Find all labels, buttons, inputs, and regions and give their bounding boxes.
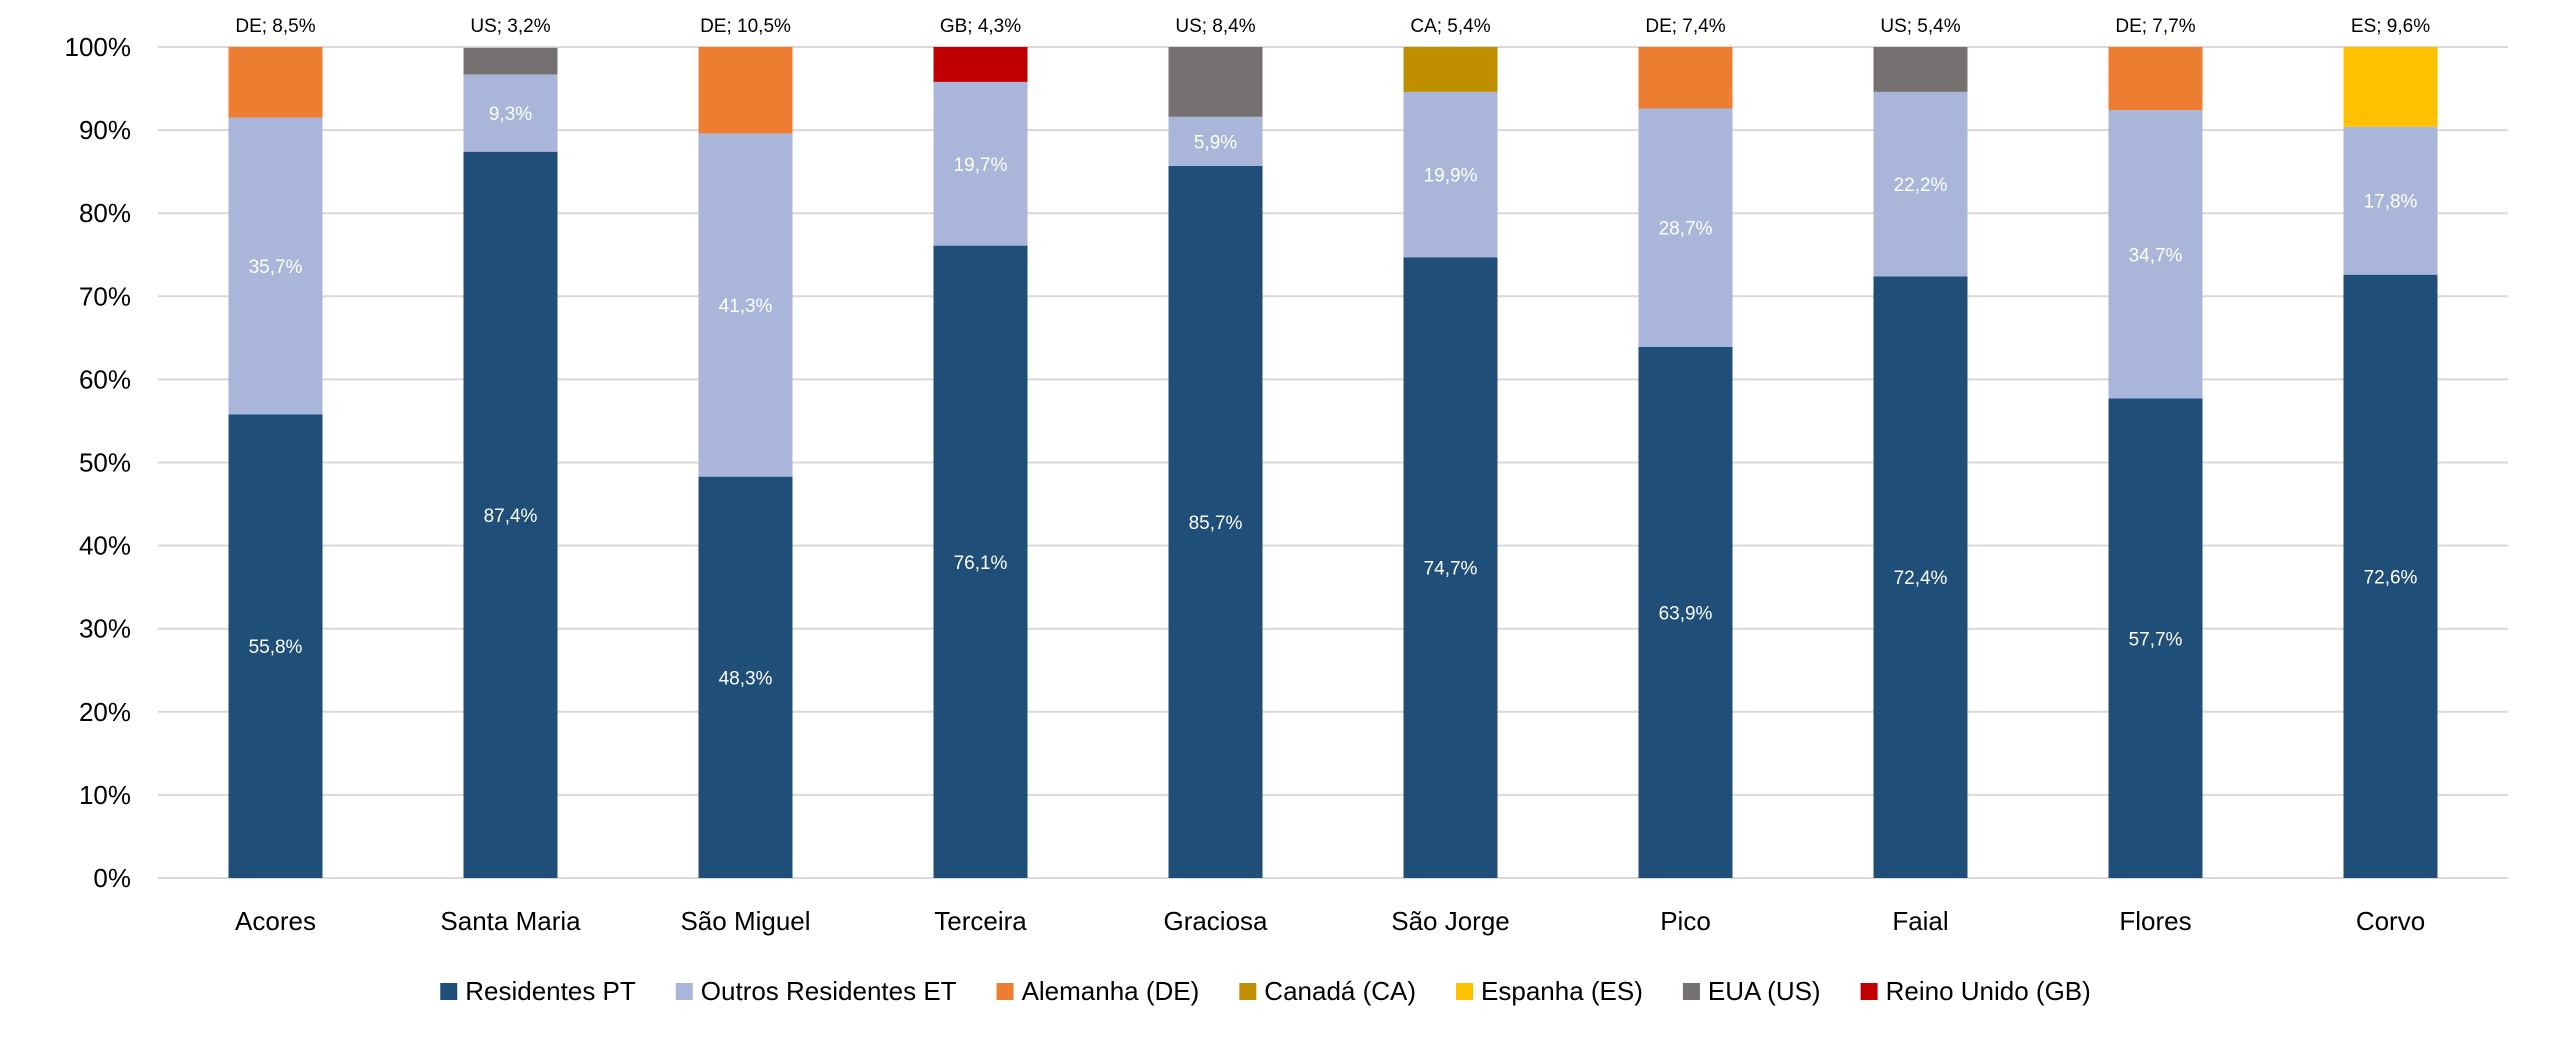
x-category-label: São Jorge (1391, 906, 1510, 936)
data-label: 9,3% (489, 104, 532, 125)
legend-swatch (1860, 983, 1878, 1000)
bar-segment (1638, 47, 1733, 109)
y-tick-label: 40% (79, 531, 131, 561)
y-tick-label: 10% (79, 780, 131, 810)
data-label: 19,9% (1424, 166, 1478, 187)
top-data-label: CA; 5,4% (1410, 16, 1490, 37)
bar-segment (2108, 398, 2203, 878)
legend-label: Residentes PT (465, 976, 636, 1006)
data-label: 55,8% (249, 637, 303, 658)
y-tick-label: 70% (79, 281, 131, 311)
bar-segment (698, 476, 793, 878)
bar-segment (1873, 91, 1968, 277)
bar-segment (2343, 47, 2438, 127)
x-category-label: Graciosa (1163, 906, 1268, 936)
legend-swatch (440, 983, 458, 1000)
bar-segment (463, 151, 558, 878)
top-data-label: ES; 9,6% (2351, 16, 2430, 37)
data-label: 72,6% (2364, 567, 2418, 588)
data-label: 76,1% (954, 553, 1008, 574)
y-tick-label: 20% (79, 697, 131, 727)
top-data-label: US; 3,2% (470, 16, 550, 37)
y-tick-label: 50% (79, 448, 131, 478)
bar-segment (463, 74, 558, 152)
bar-segment (1168, 165, 1263, 878)
bar-segment (2108, 47, 2203, 111)
x-category-label: Faial (1892, 906, 1948, 936)
data-label: 63,9% (1659, 603, 1713, 624)
legend-swatch (1456, 983, 1474, 1000)
bar-segment (698, 47, 793, 134)
bar-segment (933, 245, 1028, 878)
bar-segment (1403, 91, 1498, 258)
data-label: 41,3% (719, 296, 773, 317)
bar-segment (1403, 257, 1498, 878)
top-data-label: DE; 10,5% (700, 16, 791, 37)
data-label: 17,8% (2364, 192, 2418, 213)
x-category-label: Acores (235, 906, 316, 936)
top-data-label: DE; 7,4% (1645, 16, 1725, 37)
bar-segment (228, 117, 323, 415)
bar-segment (228, 47, 323, 118)
bar-segment (933, 47, 1028, 82)
data-label: 48,3% (719, 668, 773, 689)
bar-segment (1873, 276, 1968, 879)
data-label: 28,7% (1659, 219, 1713, 240)
data-label: 72,4% (1894, 568, 1948, 589)
legend-swatch (1239, 983, 1257, 1000)
bar-segment (933, 81, 1028, 246)
top-data-label: DE; 8,5% (235, 16, 315, 37)
data-label: 87,4% (484, 506, 538, 527)
y-tick-label: 80% (79, 198, 131, 228)
x-category-label: Corvo (2356, 906, 2425, 936)
legend-label: Reino Unido (GB) (1886, 976, 2091, 1006)
bar-segment (2343, 126, 2438, 275)
bar-segment (2343, 274, 2438, 879)
data-label: 74,7% (1424, 559, 1478, 580)
legend-label: Outros Residentes ET (701, 976, 957, 1006)
bar-segment (463, 47, 558, 75)
x-category-label: São Miguel (680, 906, 810, 936)
data-label: 35,7% (249, 257, 303, 278)
top-data-label: DE; 7,7% (2115, 16, 2195, 37)
bar-segment (1873, 47, 1968, 92)
legend-swatch (996, 983, 1014, 1000)
x-category-label: Terceira (934, 906, 1027, 936)
bar-segment (1168, 116, 1263, 166)
legend-swatch (675, 983, 693, 1000)
bar-segment (2108, 110, 2203, 399)
top-data-label: US; 5,4% (1880, 16, 1960, 37)
y-tick-label: 0% (93, 863, 131, 893)
x-category-label: Pico (1660, 906, 1711, 936)
data-label: 22,2% (1894, 175, 1948, 196)
data-label: 85,7% (1189, 513, 1243, 534)
legend-label: EUA (US) (1708, 976, 1821, 1006)
data-label: 5,9% (1194, 132, 1237, 153)
y-tick-label: 100% (65, 32, 132, 62)
top-data-label: US; 8,4% (1175, 16, 1255, 37)
bar-segment (1638, 346, 1733, 879)
bar-segment (1403, 47, 1498, 92)
data-label: 34,7% (2129, 245, 2183, 266)
x-category-label: Flores (2119, 906, 2191, 936)
x-category-label: Santa Maria (440, 906, 581, 936)
legend-label: Alemanha (DE) (1022, 976, 1200, 1006)
bar-segment (1168, 47, 1263, 117)
y-tick-label: 30% (79, 614, 131, 644)
bar-segment (1638, 108, 1733, 347)
legend-label: Canadá (CA) (1264, 976, 1416, 1006)
top-data-label: GB; 4,3% (940, 16, 1021, 37)
y-tick-label: 60% (79, 364, 131, 394)
y-tick-label: 90% (79, 115, 131, 145)
legend-swatch (1682, 983, 1700, 1000)
bar-segment (228, 414, 323, 878)
bar-segment (698, 133, 793, 477)
data-label: 19,7% (954, 155, 1008, 176)
legend-label: Espanha (ES) (1481, 976, 1643, 1006)
data-label: 57,7% (2129, 629, 2183, 650)
